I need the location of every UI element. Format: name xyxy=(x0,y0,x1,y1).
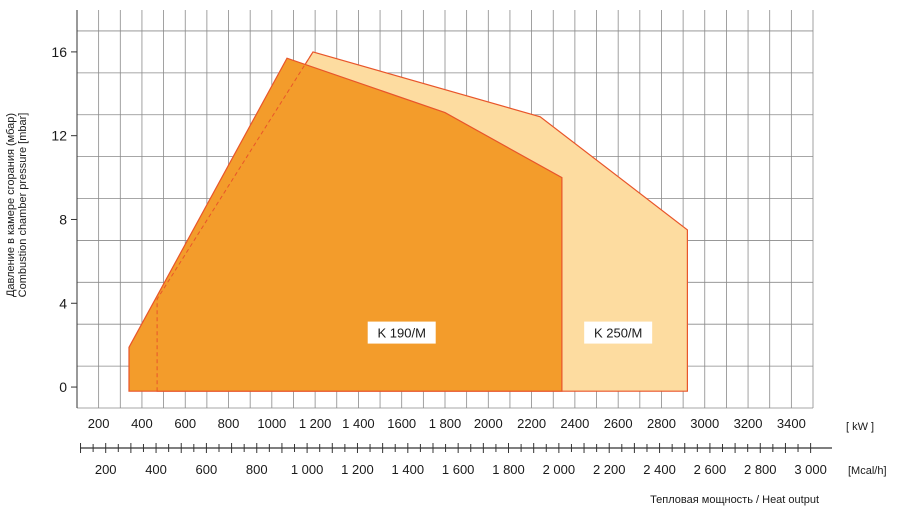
x-axis-title: Тепловая мощность / Heat output xyxy=(650,494,819,506)
kw-tick-label: 2800 xyxy=(647,416,676,431)
mcal-tick-label: 1 800 xyxy=(492,462,525,477)
kw-tick-label: 3200 xyxy=(734,416,763,431)
kw-tick-label: 1000 xyxy=(257,416,286,431)
mcal-tick-label: 200 xyxy=(95,462,117,477)
mcal-tick-label: 2 600 xyxy=(694,462,727,477)
mcal-tick-label: 800 xyxy=(246,462,268,477)
chart-labels: Давление в камере сгорания (мбар) Combust… xyxy=(5,113,887,506)
chart-axes: 0 4 8 12 16 xyxy=(51,10,832,453)
mcal-tick-label: 1 600 xyxy=(442,462,475,477)
kw-tick-label: 1 200 xyxy=(299,416,332,431)
mcal-tick-label: 1 400 xyxy=(392,462,425,477)
y-tick-label: 0 xyxy=(59,379,67,395)
y-tick-label: 12 xyxy=(51,128,67,144)
mcal-tick-label: 3 000 xyxy=(794,462,827,477)
kw-tick-label: 1 400 xyxy=(342,416,375,431)
series-label: K 190/M xyxy=(377,326,425,341)
mcal-tick-label: 2 200 xyxy=(593,462,626,477)
mcal-tick-label: 600 xyxy=(196,462,218,477)
mcal-tick-label: 400 xyxy=(145,462,167,477)
series-edge-dashed xyxy=(156,51,314,392)
kw-tick-label: 2600 xyxy=(604,416,633,431)
kw-tick-label: 1 800 xyxy=(429,416,462,431)
y-axis-title-ru: Давление в камере сгорания (мбар) xyxy=(5,113,17,297)
mcal-unit-label: [Mcal/h] xyxy=(848,465,887,477)
kw-tick-label: 400 xyxy=(131,416,153,431)
kw-unit-label: [ kW ] xyxy=(846,421,874,433)
mcal-tick-label: 1 000 xyxy=(291,462,324,477)
kw-tick-label: 200 xyxy=(88,416,110,431)
y-axis-title-en: Combustion chamber pressure [mbar] xyxy=(17,113,29,298)
kw-tick-label: 2200 xyxy=(517,416,546,431)
series-label-box xyxy=(367,321,436,344)
chart-areas xyxy=(128,51,689,392)
kw-tick-label: 600 xyxy=(174,416,196,431)
series-label-box xyxy=(584,321,653,344)
mcal-tick-label: 1 200 xyxy=(341,462,374,477)
mcal-tick-label: 2 000 xyxy=(543,462,576,477)
y-tick-label: 4 xyxy=(59,295,67,311)
mcal-tick-label: 2 800 xyxy=(744,462,777,477)
kw-tick-label: 3000 xyxy=(690,416,719,431)
y-tick-label: 16 xyxy=(51,44,67,60)
series-area-k-190-m xyxy=(128,57,563,392)
kw-tick-label: 800 xyxy=(218,416,240,431)
kw-tick-label: 2000 xyxy=(474,416,503,431)
kw-tick-label: 3400 xyxy=(777,416,806,431)
series-label: K 250/M xyxy=(594,326,642,341)
mcal-tick-label: 2 400 xyxy=(643,462,676,477)
kw-tick-label: 1600 xyxy=(387,416,416,431)
kw-tick-label: 2400 xyxy=(560,416,589,431)
y-tick-label: 8 xyxy=(59,211,67,227)
